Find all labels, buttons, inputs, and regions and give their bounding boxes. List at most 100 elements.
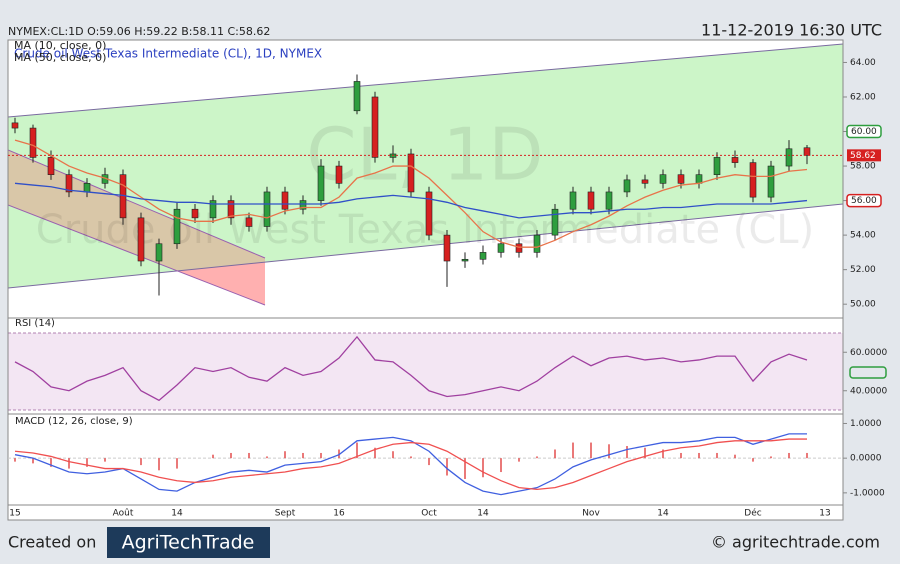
channel-line [8,203,843,289]
x-tick-label: Déc [744,508,761,519]
histogram-bar [104,458,106,462]
x-tick-label: Sept [275,509,296,519]
histogram-bar [50,458,52,467]
histogram-bar [248,452,250,459]
histogram-bar [266,456,268,459]
site: © agritechtrade.com [711,533,880,552]
histogram-bar [14,458,16,462]
histogram-bar [140,458,142,466]
series-line [14,438,807,491]
y-tick-label: 62.00 [850,92,876,102]
candle-body [29,127,37,158]
y-tick-label: 1.0000 [850,419,882,429]
candle-body [461,258,469,262]
histogram-bar [662,449,664,459]
candle-body [677,174,685,184]
histogram-bar [176,458,178,469]
timestamp: 11-12-2019 16:30 UTC [701,21,882,40]
series-line [14,182,808,219]
candle-body [137,217,145,262]
x-tick-label: Nov [582,509,600,519]
histogram-bar [788,452,790,459]
histogram-bar [716,452,718,459]
candle-body [65,174,73,193]
histogram-bar [770,456,772,459]
series-line [14,139,808,248]
x-tick-label: 15 [9,509,20,519]
histogram-bar [734,454,736,459]
x-tick-label: 13 [819,509,830,519]
candle-body [623,179,631,193]
histogram-bar [608,444,610,459]
x-tick-label: 16 [333,509,345,519]
x-tick-label: Oct [421,509,437,519]
level-box [846,124,882,139]
candle-body [173,208,181,245]
y-tick-label: 58.00 [850,162,876,172]
histogram-bar [68,458,70,469]
quote: NYMEX:CL:1D O:59.06 H:59.22 B:58.11 C:58… [8,25,270,38]
histogram-bar [410,456,412,459]
candle-body [803,147,811,156]
y-tick-label: 50.00 [850,300,876,310]
histogram-bar [302,452,304,459]
candle-body [551,208,559,236]
watermark: Crude oil West Texas Intermediate (CL) [36,207,814,253]
y-tick-label: 52.00 [850,265,876,275]
candle-body [83,183,91,193]
histogram-bar [230,452,232,459]
x-tick-label: 14 [477,509,489,519]
candle-body [569,191,577,210]
level-label: 56.00 [851,196,877,206]
pane-borders [7,39,844,521]
logo-text: AgriTechTrade [122,532,255,554]
candle-body [515,243,523,253]
candle-body [407,153,415,193]
candle-body [479,252,487,260]
candle-body [641,179,649,184]
series-line [14,335,808,402]
x-tick-label: 14 [657,509,669,519]
level-label: 60.00 [851,127,877,137]
candle-body [335,165,343,184]
histogram-bar [518,458,520,462]
rsi-marker [849,366,887,379]
histogram-bar [32,458,34,464]
histogram-bar [500,458,502,473]
candle-body [695,174,703,184]
legend-entry: MA (10, close, 0) [14,39,106,52]
y-tick-label: -1.0000 [850,488,885,498]
histogram-bar [752,458,754,462]
candle-body [263,191,271,227]
level-box [846,193,882,208]
panel-title: RSI (14) [15,318,55,329]
histogram-bar [392,451,394,459]
histogram-bar [554,449,556,459]
candle-body [47,157,55,175]
candle-body [209,200,217,219]
y-tick-label: 0.0000 [850,454,882,464]
candle-body [749,162,757,198]
x-tick-label: 14 [171,509,183,519]
histogram-bar [284,451,286,459]
histogram-bar [590,442,592,459]
candle-body [587,191,595,210]
histogram-bar [680,452,682,459]
candle-body [785,148,793,167]
candle-body [659,174,667,184]
histogram-bar [626,446,628,459]
histogram-bar [374,447,376,459]
legend-entry: MA (50, close, 0) [14,51,106,64]
candle-body [533,234,541,253]
histogram-bar [464,458,466,479]
histogram-bar [446,458,448,476]
candle-body [425,191,433,236]
y-tick-label: 40.0000 [850,386,887,396]
rsi-band [8,333,843,410]
histogram-bar [536,456,538,459]
x-tick-label: Août [113,509,134,519]
channel-line [8,43,843,118]
histogram-bar [644,447,646,459]
